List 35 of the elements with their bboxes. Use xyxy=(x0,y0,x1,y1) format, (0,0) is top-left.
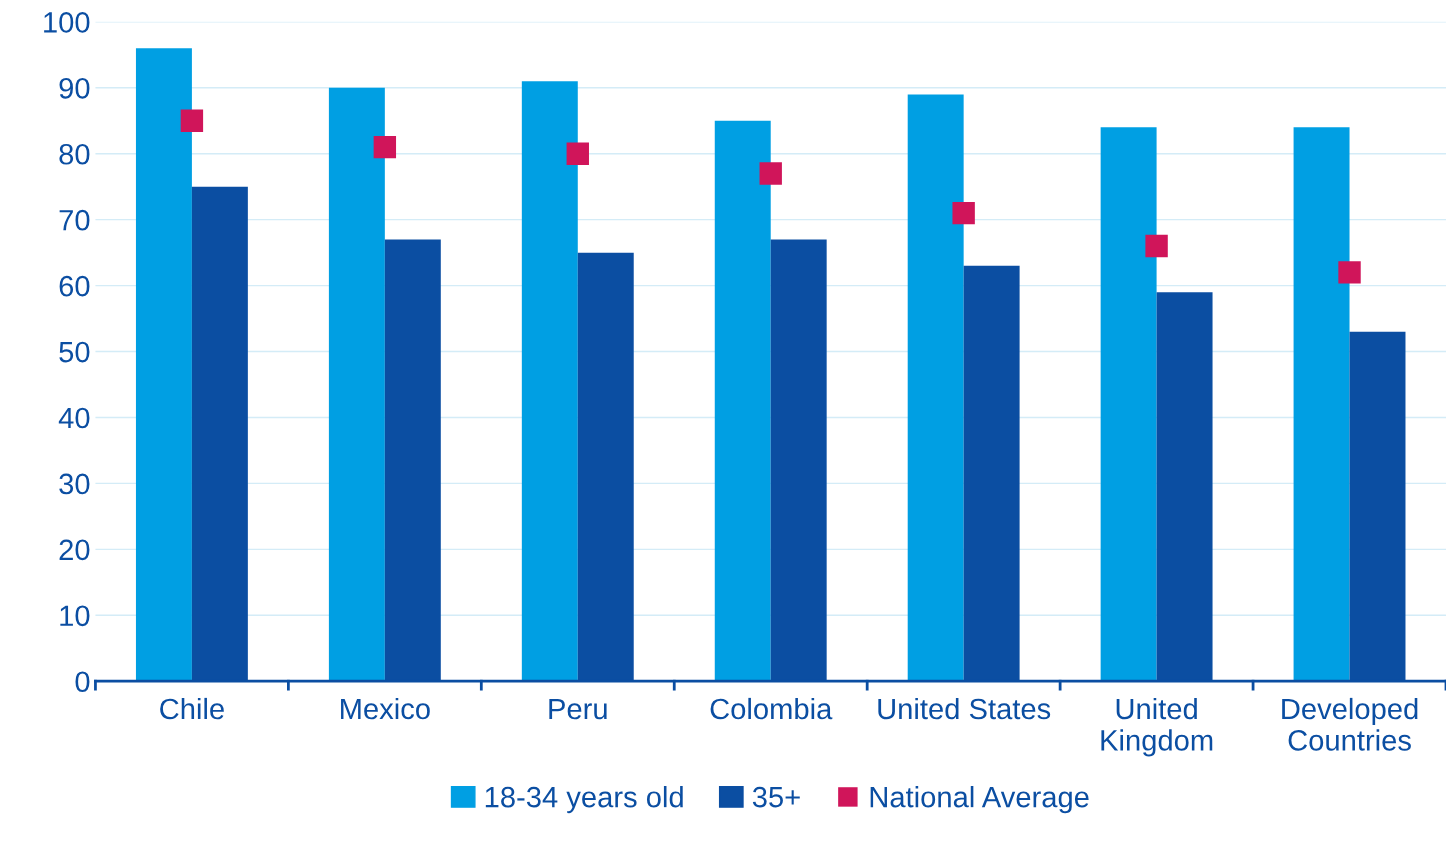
bar xyxy=(907,94,964,682)
point xyxy=(1338,261,1361,284)
y-tick-label: 90 xyxy=(59,78,90,99)
y-tick-label: 70 xyxy=(59,209,90,231)
x-tick-label: United States xyxy=(878,697,1051,720)
y-tick-label: 40 xyxy=(58,407,90,429)
y-tick-label: 10 xyxy=(60,605,90,627)
point xyxy=(759,162,782,185)
legend-label: 18-34 years old xyxy=(485,786,683,814)
bar xyxy=(1293,127,1350,682)
x-tick-label: Colombia xyxy=(710,697,833,720)
point xyxy=(1145,234,1168,258)
bar xyxy=(328,87,385,682)
x-tick-label: Developed Countries xyxy=(1282,697,1418,751)
point xyxy=(180,109,204,132)
y-tick-label: 60 xyxy=(59,275,90,297)
point xyxy=(373,135,397,159)
y-tick-label: 50 xyxy=(59,341,90,363)
bar xyxy=(714,120,771,682)
y-tick-label: 30 xyxy=(59,473,90,495)
legend-label: National Average xyxy=(870,786,1089,814)
x-tick-label: Peru xyxy=(549,698,607,720)
legend-label: 35+ xyxy=(752,786,800,808)
point xyxy=(952,201,975,225)
x-tick-label: United Kingdom xyxy=(1101,697,1213,757)
bar xyxy=(1100,127,1157,682)
y-tick-label: 20 xyxy=(59,539,90,561)
y-tick-label: 100 xyxy=(44,12,90,33)
x-tick-label: Chile xyxy=(160,697,224,720)
bar xyxy=(135,48,192,682)
y-tick-label: 80 xyxy=(59,143,90,165)
y-tick-label: 0 xyxy=(75,671,90,693)
x-tick-label: Mexico xyxy=(341,697,430,720)
point xyxy=(566,142,589,165)
bar xyxy=(521,81,578,682)
